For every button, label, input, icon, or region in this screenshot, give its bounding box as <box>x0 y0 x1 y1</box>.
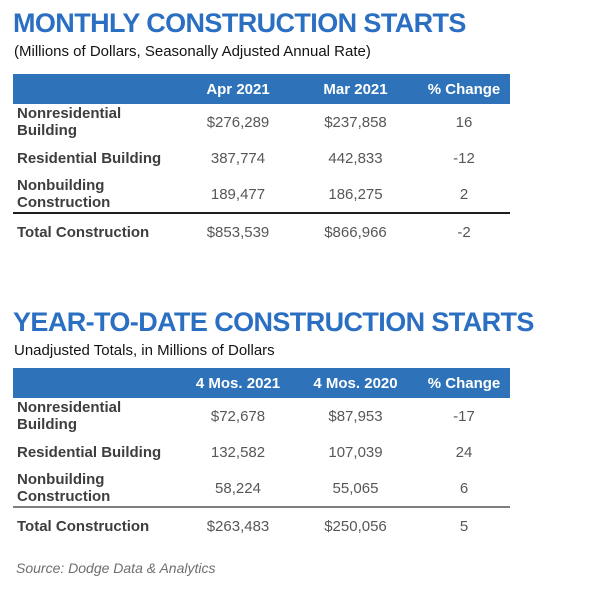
value-prior: 186,275 <box>328 185 383 203</box>
page: MONTHLY CONSTRUCTION STARTS (Millions of… <box>13 8 600 576</box>
column-header-4mos-2021: 4 Mos. 2021 <box>195 374 281 392</box>
value-prior: $250,056 <box>324 517 387 535</box>
row-label: Residential Building <box>17 149 162 167</box>
value-prior: $87,953 <box>328 407 383 425</box>
ytd-table: 4 Mos. 2021 4 Mos. 2020 % Change Nonresi… <box>13 368 510 544</box>
monthly-subtitle: (Millions of Dollars, Seasonally Adjuste… <box>14 43 371 60</box>
row-label: Nonresidential Building <box>17 105 122 139</box>
value-current: $853,539 <box>206 223 270 241</box>
table-row: Nonresidential Building $72,678 $87,953 … <box>13 398 510 434</box>
monthly-table-header-row: Apr 2021 Mar 2021 % Change <box>13 74 510 104</box>
source-note: Source: Dodge Data & Analytics <box>16 560 216 576</box>
column-header-mar-2021: Mar 2021 <box>323 80 388 98</box>
ytd-subtitle: Unadjusted Totals, in Millions of Dollar… <box>14 342 275 359</box>
row-label: Nonbuilding Construction <box>17 177 111 211</box>
monthly-table: Apr 2021 Mar 2021 % Change Nonresidentia… <box>13 74 510 250</box>
table-row: Nonresidential Building $276,289 $237,85… <box>13 104 510 140</box>
value-pct-change: 16 <box>455 113 473 131</box>
row-label: Residential Building <box>17 443 162 461</box>
value-pct-change: 6 <box>459 479 469 497</box>
row-label: Total Construction <box>17 223 150 241</box>
table-row: Nonbuilding Construction 189,477 186,275… <box>13 176 510 212</box>
value-pct-change: 2 <box>459 185 469 203</box>
ytd-title: YEAR-TO-DATE CONSTRUCTION STARTS <box>13 307 534 337</box>
column-header-pct-change: % Change <box>427 374 501 392</box>
value-prior: 107,039 <box>328 443 383 461</box>
value-prior: $866,966 <box>324 223 387 241</box>
table-row: Residential Building 132,582 107,039 24 <box>13 434 510 470</box>
ytd-table-header-row: 4 Mos. 2021 4 Mos. 2020 % Change <box>13 368 510 398</box>
table-row: Nonbuilding Construction 58,224 55,065 6 <box>13 470 510 506</box>
ytd-section: YEAR-TO-DATE CONSTRUCTION STARTS Unadjus… <box>13 307 600 544</box>
value-pct-change: -2 <box>457 223 471 241</box>
value-pct-change: -12 <box>453 149 475 167</box>
value-pct-change: -17 <box>453 407 475 425</box>
monthly-section: MONTHLY CONSTRUCTION STARTS (Millions of… <box>13 8 600 250</box>
value-prior: 55,065 <box>332 479 379 497</box>
total-row: Total Construction $263,483 $250,056 5 <box>13 506 510 544</box>
value-current: $263,483 <box>206 517 270 535</box>
value-current: 132,582 <box>210 443 266 461</box>
column-header-apr-2021: Apr 2021 <box>206 80 270 98</box>
value-pct-change: 24 <box>455 443 473 461</box>
value-pct-change: 5 <box>459 517 469 535</box>
value-current: $72,678 <box>210 407 266 425</box>
row-label: Nonresidential Building <box>17 399 122 433</box>
value-current: 387,774 <box>210 149 266 167</box>
table-row: Residential Building 387,774 442,833 -12 <box>13 140 510 176</box>
total-row: Total Construction $853,539 $866,966 -2 <box>13 212 510 250</box>
monthly-title: MONTHLY CONSTRUCTION STARTS <box>13 8 466 38</box>
value-current: 189,477 <box>210 185 266 203</box>
value-current: 58,224 <box>215 479 261 497</box>
column-header-4mos-2020: 4 Mos. 2020 <box>313 374 398 392</box>
column-header-pct-change: % Change <box>427 80 501 98</box>
value-prior: $237,858 <box>324 113 387 131</box>
row-label: Total Construction <box>17 517 150 535</box>
value-prior: 442,833 <box>328 149 383 167</box>
value-current: $276,289 <box>206 113 270 131</box>
row-label: Nonbuilding Construction <box>17 471 111 505</box>
